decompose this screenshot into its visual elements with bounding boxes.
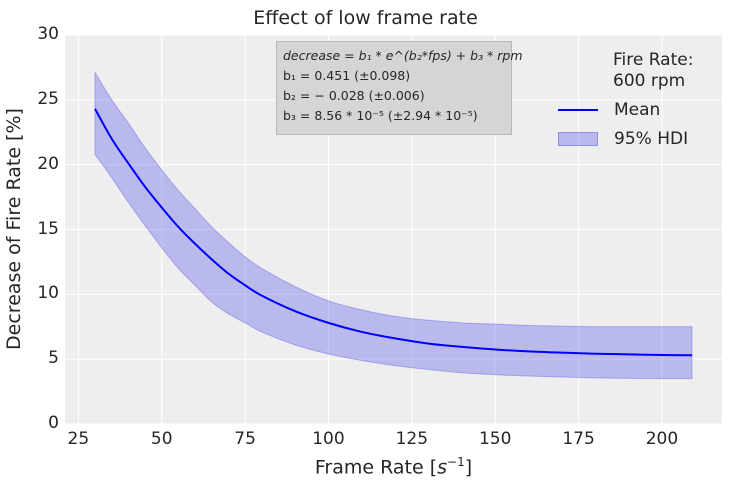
x-tick-label: 25 (67, 429, 90, 449)
x-tick-label: 50 (150, 429, 173, 449)
legend-title-line-2: 600 rpm (613, 71, 686, 91)
legend-label-mean: Mean (614, 100, 661, 120)
x-axis-label: Frame Rate [s−1] (65, 455, 722, 478)
y-axis-label: Decrease of Fire Rate [%] (3, 108, 25, 350)
x-tick-label: 125 (395, 429, 429, 449)
y-tick-label: 0 (48, 413, 59, 433)
x-tick-label: 175 (562, 429, 595, 449)
mean-line (94, 108, 692, 357)
x-axis-label-var: s (437, 456, 448, 479)
equation-annotation: decrease = b₁ * e^(b₂*fps) + b₃ * rpm b₁… (276, 41, 523, 135)
hdi-band (94, 70, 693, 380)
y-tick-label: 20 (37, 153, 59, 174)
x-axis-label-sup: −1 (447, 455, 465, 469)
legend-label-hdi: 95% HDI (614, 129, 689, 149)
y-tick-label: 5 (48, 348, 59, 369)
x-axis-label-end: ] (464, 456, 473, 479)
x-tick-label: 100 (312, 429, 345, 449)
hdi-swatch (558, 132, 598, 146)
x-tick-label: 200 (645, 429, 679, 449)
x-axis-label-text: Frame Rate [ (314, 456, 438, 479)
x-tick-label: 150 (478, 429, 512, 449)
legend-title-line-1: Fire Rate: (613, 50, 694, 70)
annotation-line-1: decrease = b₁ * e^(b₂*fps) + b₃ * rpm (283, 48, 523, 63)
annotation-line-2: b₁ = 0.451 (±0.098) (283, 68, 411, 83)
annotation-line-3: b₂ = − 0.028 (±0.006) (283, 88, 425, 103)
y-tick-label: 10 (37, 283, 59, 304)
mean-swatch (558, 109, 598, 111)
chart-title: Effect of low frame rate (253, 7, 478, 29)
annotation-line-4: b₃ = 8.56 * 10⁻⁵ (±2.94 * 10⁻⁵) (283, 108, 478, 123)
legend-title: Fire Rate: 600 rpm (613, 50, 693, 92)
x-tick-label: 75 (234, 429, 256, 449)
y-tick-label: 30 (37, 24, 59, 44)
y-tick-label: 25 (37, 88, 59, 109)
y-tick-label: 15 (37, 218, 59, 239)
